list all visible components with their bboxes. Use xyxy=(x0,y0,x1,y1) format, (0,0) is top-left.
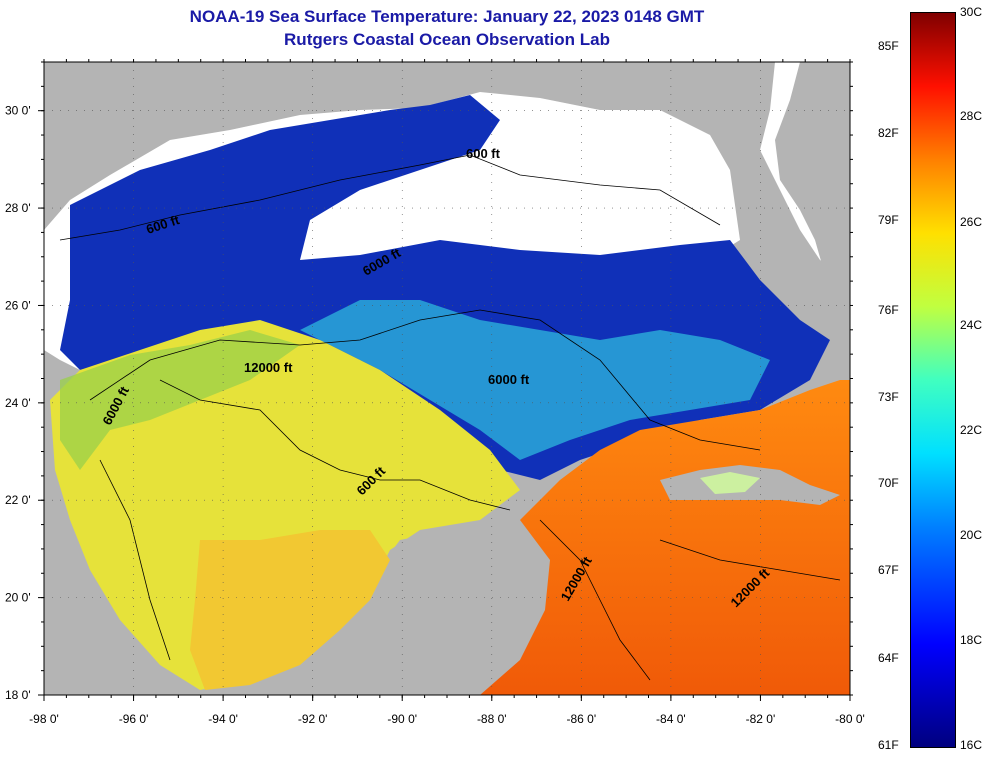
y-tick-label: 18 0' xyxy=(5,688,31,702)
colorbar-f-label: 73F xyxy=(878,390,899,404)
moderate-water-campeche xyxy=(190,530,390,690)
y-tick-label: 20 0' xyxy=(5,591,31,605)
colorbar-f-label: 79F xyxy=(878,213,899,227)
x-tick-label: -84 0' xyxy=(656,712,686,726)
x-tick-label: -88 0' xyxy=(477,712,507,726)
contour-label: 6000 ft xyxy=(488,372,530,387)
colorbar-f-label: 64F xyxy=(878,651,899,665)
y-axis-ticks: 18 0' 20 0' 22 0' 24 0' 26 0' 28 0' 30 0' xyxy=(5,61,853,702)
colorbar-c-label: 20C xyxy=(960,528,983,542)
cuba-cloud xyxy=(700,472,760,494)
cool-water-streaks xyxy=(300,300,770,460)
colorbar-f-label: 61F xyxy=(878,738,899,752)
x-tick-label: -96 0' xyxy=(119,712,149,726)
y-tick-label: 30 0' xyxy=(5,104,31,118)
yucatan-peninsula xyxy=(370,520,545,695)
colorbar-c-label: 26C xyxy=(960,215,983,229)
colorbar-c-label: 24C xyxy=(960,318,983,332)
x-tick-label: -94 0' xyxy=(208,712,238,726)
x-axis-ticks: -98 0' -96 0' -94 0' -92 0' -90 0' -88 0' -86 … xyxy=(29,59,865,726)
x-tick-label: -82 0' xyxy=(746,712,776,726)
colorbar-f-label: 67F xyxy=(878,563,899,577)
colorbar-f-label: 85F xyxy=(878,39,899,53)
y-tick-label: 22 0' xyxy=(5,493,31,507)
colorbar-c-label: 30C xyxy=(960,5,983,19)
temperature-colorbar xyxy=(910,12,956,748)
x-tick-label: -80 0' xyxy=(835,712,865,726)
contour-label: 600 ft xyxy=(466,146,501,161)
bathymetry-contours xyxy=(59,154,841,681)
y-tick-label: 24 0' xyxy=(5,396,31,410)
y-tick-label: 28 0' xyxy=(5,201,31,215)
colorbar-c-label: 28C xyxy=(960,109,983,123)
colorbar-c-label: 18C xyxy=(960,633,983,647)
colorbar-f-label: 76F xyxy=(878,303,899,317)
colorbar-f-label: 82F xyxy=(878,126,899,140)
x-tick-label: -92 0' xyxy=(298,712,328,726)
y-tick-label: 26 0' xyxy=(5,298,31,312)
x-tick-label: -90 0' xyxy=(387,712,417,726)
mixed-water-band xyxy=(60,330,300,470)
x-tick-label: -86 0' xyxy=(567,712,597,726)
florida-land xyxy=(775,62,850,350)
contour-label: 12000 ft xyxy=(244,360,293,375)
colorbar-f-label: 70F xyxy=(878,476,899,490)
map-subtitle: Rutgers Coastal Ocean Observation Lab xyxy=(284,30,610,49)
map-title: NOAA-19 Sea Surface Temperature: January… xyxy=(189,7,705,26)
x-tick-label: -98 0' xyxy=(29,712,59,726)
colorbar-c-label: 22C xyxy=(960,423,983,437)
colorbar-c-label: 16C xyxy=(960,738,983,752)
warm-water-caribbean xyxy=(480,380,850,695)
